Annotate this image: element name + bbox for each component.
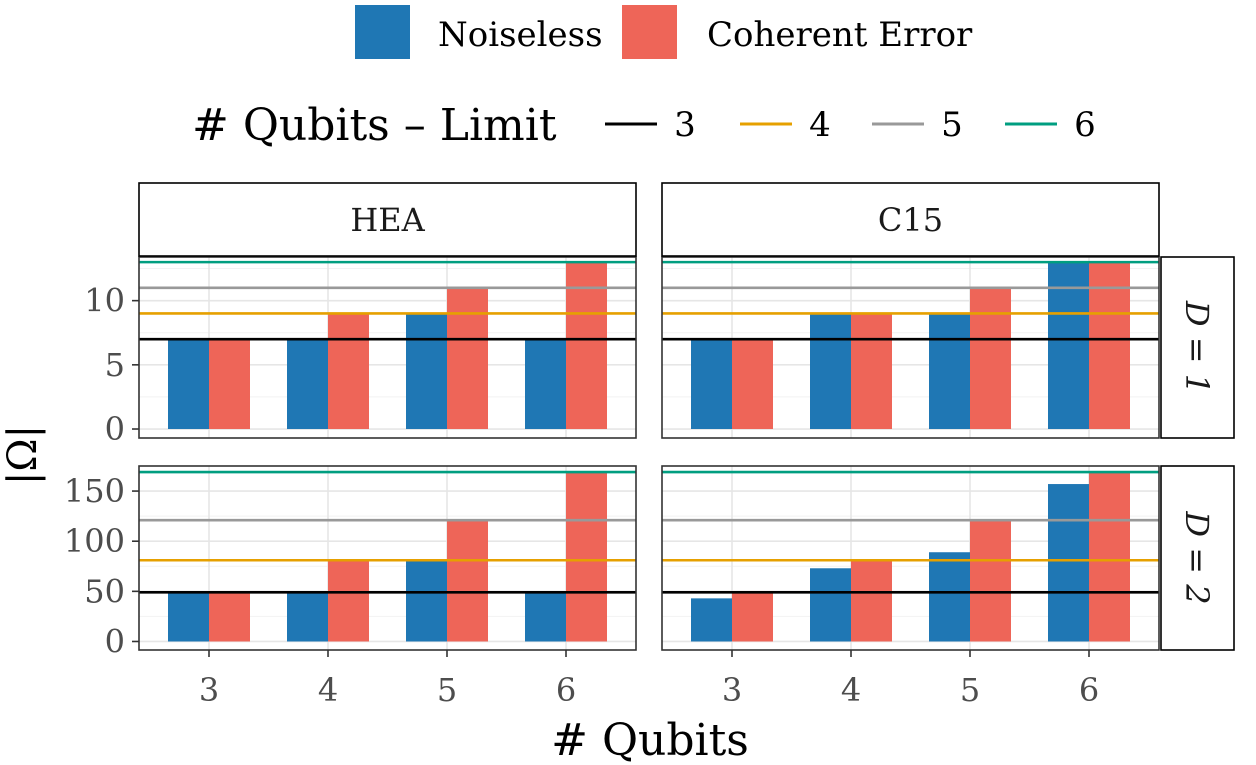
strip-top-c15 bbox=[661, 182, 1160, 257]
x-tick-label: 6 bbox=[1079, 671, 1099, 709]
bar-coherent-error-5 bbox=[970, 520, 1011, 642]
x-tick-label: 4 bbox=[318, 671, 338, 709]
y-tick-label: 10 bbox=[84, 282, 125, 320]
strip-right-d1 bbox=[1160, 256, 1235, 439]
legend-label-noiseless: Noiseless bbox=[438, 15, 603, 55]
bar-noiseless-6 bbox=[1048, 262, 1089, 430]
bar-coherent-error-4 bbox=[851, 560, 892, 642]
bar-coherent-error-6 bbox=[566, 262, 607, 430]
legend-limit-label-4: 4 bbox=[809, 105, 831, 145]
strip-top-label-hea: HEA bbox=[350, 201, 425, 239]
strip-right-label-d2: D = 2 bbox=[1178, 510, 1216, 604]
bar-noiseless-3 bbox=[691, 598, 732, 642]
bar-noiseless-6 bbox=[525, 592, 566, 642]
panel-border bbox=[661, 465, 1160, 651]
x-tick-label: 3 bbox=[722, 671, 742, 709]
bar-noiseless-4 bbox=[810, 568, 851, 642]
bar-noiseless-4 bbox=[810, 313, 851, 430]
panel-border bbox=[661, 256, 1160, 439]
legend-label-coherent-error: Coherent Error bbox=[707, 15, 973, 55]
strip-right-label-d1: D = 1 bbox=[1178, 300, 1216, 394]
facet-strips: HEA C15 D = 1 D = 2 bbox=[138, 182, 1235, 651]
bar-coherent-error-6 bbox=[1089, 472, 1130, 642]
y-tick-label: 0 bbox=[105, 410, 125, 448]
bar-noiseless-6 bbox=[1048, 484, 1089, 642]
y-axis-label: |Ω| bbox=[0, 425, 46, 485]
bar-coherent-error-4 bbox=[328, 313, 369, 430]
bar-noiseless-4 bbox=[287, 592, 328, 642]
panel-hea-d1: 0 5 10 bbox=[84, 256, 637, 448]
legend-swatch-noiseless bbox=[355, 5, 410, 59]
x-tick-label: 5 bbox=[960, 671, 980, 709]
x-axis: 3 4 5 6 3 4 5 6 bbox=[199, 650, 1099, 709]
y-tick-label: 50 bbox=[84, 572, 125, 610]
bar-noiseless-4 bbox=[287, 339, 328, 430]
x-tick-label: 6 bbox=[556, 671, 576, 709]
panel-border bbox=[138, 256, 637, 439]
x-axis-label: # Qubits bbox=[551, 715, 749, 765]
strip-top-label-c15: C15 bbox=[878, 201, 943, 239]
legend-swatch-coherent-error bbox=[622, 5, 677, 59]
panel-hea-d2: 0 50 100 150 bbox=[64, 465, 637, 660]
y-tick-label: 0 bbox=[105, 622, 125, 660]
y-tick-label: 100 bbox=[64, 522, 125, 560]
bar-noiseless-5 bbox=[929, 552, 970, 642]
bar-coherent-error-6 bbox=[1089, 262, 1130, 430]
x-tick-label: 3 bbox=[199, 671, 219, 709]
legend-limit-title: # Qubits – Limit bbox=[192, 100, 557, 151]
bar-coherent-error-6 bbox=[566, 472, 607, 642]
bar-coherent-error-3 bbox=[209, 592, 250, 642]
bar-noiseless-3 bbox=[168, 339, 209, 430]
panel-border bbox=[138, 465, 637, 651]
bar-noiseless-6 bbox=[525, 339, 566, 430]
x-tick-label: 5 bbox=[437, 671, 457, 709]
y-tick-label: 5 bbox=[105, 346, 125, 384]
legend-limit-label-5: 5 bbox=[941, 105, 963, 145]
legend-limit-label-6: 6 bbox=[1074, 105, 1096, 145]
bar-coherent-error-5 bbox=[447, 287, 488, 430]
bar-noiseless-3 bbox=[691, 339, 732, 430]
bar-coherent-error-3 bbox=[732, 592, 773, 642]
bar-noiseless-5 bbox=[929, 313, 970, 430]
bar-noiseless-5 bbox=[406, 313, 447, 430]
strip-top-hea bbox=[138, 182, 637, 257]
panel-c15-d2 bbox=[661, 465, 1160, 651]
bar-noiseless-5 bbox=[406, 560, 447, 642]
bar-coherent-error-5 bbox=[970, 287, 1011, 430]
strip-right-d2 bbox=[1160, 465, 1235, 651]
bar-coherent-error-5 bbox=[447, 520, 488, 642]
y-tick-label: 150 bbox=[64, 472, 125, 510]
legend: Noiseless Coherent Error # Qubits – Limit 3… bbox=[192, 5, 1096, 151]
bar-coherent-error-4 bbox=[328, 560, 369, 642]
panel-c15-d1 bbox=[661, 256, 1160, 439]
legend-limit-label-3: 3 bbox=[674, 105, 696, 145]
bar-coherent-error-4 bbox=[851, 313, 892, 430]
bar-coherent-error-3 bbox=[209, 339, 250, 430]
bar-noiseless-3 bbox=[168, 592, 209, 642]
bar-coherent-error-3 bbox=[732, 339, 773, 430]
x-tick-label: 4 bbox=[841, 671, 861, 709]
